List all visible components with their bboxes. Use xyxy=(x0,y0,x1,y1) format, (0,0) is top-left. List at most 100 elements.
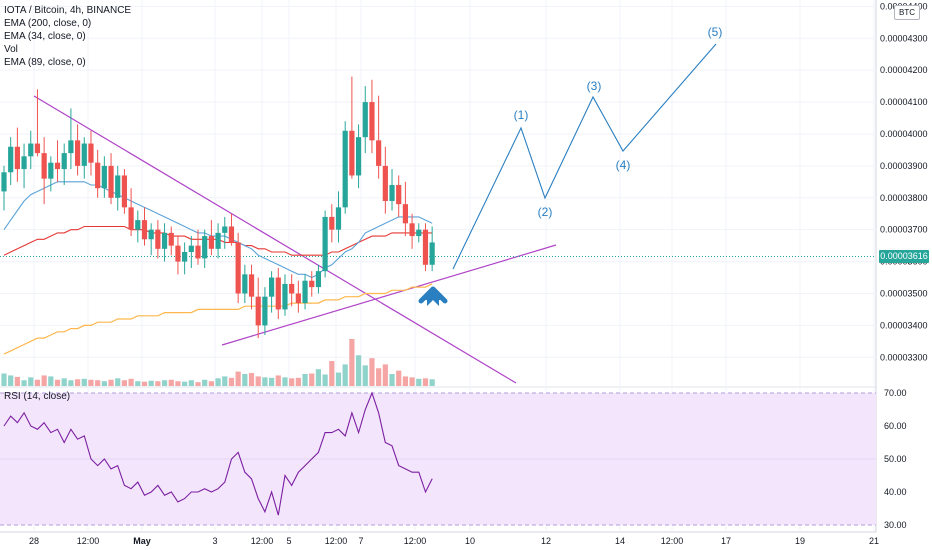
rsi-polyline xyxy=(3,391,433,516)
ema200-line xyxy=(3,283,433,355)
time-tick-label: 10 xyxy=(465,536,475,546)
time-tick-label: 7 xyxy=(358,536,363,546)
volume-bar xyxy=(128,378,134,386)
volume-bar xyxy=(335,372,342,386)
volume-bar xyxy=(329,361,335,386)
rsi-tick-label: 60.00 xyxy=(884,421,907,431)
volume-bar xyxy=(302,374,308,386)
candle-body xyxy=(95,162,101,189)
wave-label: (1) xyxy=(514,108,529,122)
wave-label: (3) xyxy=(587,79,602,93)
candle-body xyxy=(255,296,261,326)
volume-bar xyxy=(242,374,248,386)
candle-body xyxy=(188,245,194,253)
price-tick-label: 0.00003400 xyxy=(880,320,928,330)
candle-body xyxy=(54,162,61,170)
volume-bar xyxy=(215,378,221,386)
legend-vol[interactable]: Vol xyxy=(4,44,18,55)
candle-body xyxy=(48,162,54,179)
currency-label[interactable]: BTC xyxy=(894,5,920,20)
candle-body xyxy=(14,146,20,170)
up-arrow-stroke xyxy=(418,286,448,304)
time-tick-label: 3 xyxy=(212,536,217,546)
legend-rsi[interactable]: RSI (14, close) xyxy=(4,391,71,402)
elliott-wave-projection[interactable]: (1) (2) (3) (4) (5) xyxy=(418,25,722,306)
time-tick-label: May xyxy=(133,536,151,546)
volume-bar xyxy=(1,373,7,386)
volume-bar xyxy=(429,379,435,386)
volume-bar xyxy=(148,380,154,386)
candle-body xyxy=(275,277,281,310)
candles xyxy=(1,76,435,339)
volume-bar xyxy=(228,377,235,386)
volume-bar xyxy=(61,378,67,386)
time-axis[interactable]: 28 12:00 May 3 12:00 5 12:00 7 12:00 10 12 14 12:00 1… xyxy=(29,536,879,546)
volume-bar xyxy=(175,381,181,386)
volume-bar xyxy=(8,375,14,386)
volume-bar xyxy=(396,370,402,386)
candle-body xyxy=(155,229,161,249)
candle-body xyxy=(329,216,335,230)
candle-body xyxy=(282,283,288,310)
volume-bar xyxy=(322,374,328,386)
ascending-trendline xyxy=(221,244,557,346)
volume-bar xyxy=(135,381,141,386)
up-arrow-icon xyxy=(420,287,446,306)
candle-body xyxy=(376,140,382,166)
legend-ema200[interactable]: EMA (200, close, 0) xyxy=(4,18,92,29)
price-tick-label: 0.00004200 xyxy=(880,65,928,75)
volume-bar xyxy=(41,375,47,386)
wave-label: (2) xyxy=(538,205,553,219)
candle-body xyxy=(248,274,255,297)
candle-body xyxy=(389,185,395,201)
candle-body xyxy=(168,232,174,246)
candle-body xyxy=(128,207,134,230)
candle-body xyxy=(416,229,422,237)
candle-body xyxy=(369,102,375,141)
legend-ema89[interactable]: EMA (89, close, 0) xyxy=(4,57,86,68)
candle-body xyxy=(135,220,141,230)
last-price-tag: 0.00003616 xyxy=(879,250,929,263)
volume-bar xyxy=(101,381,107,386)
volume-bar xyxy=(289,378,295,386)
legend-ema34[interactable]: EMA (34, close, 0) xyxy=(4,31,86,42)
candle-body xyxy=(289,283,295,294)
price-tick-label: 0.00003500 xyxy=(880,288,928,298)
candle-body xyxy=(202,236,208,259)
volume-bar xyxy=(369,358,375,386)
candle-body xyxy=(61,153,67,170)
candle-body xyxy=(121,175,128,208)
candle-body xyxy=(8,146,14,173)
candle-body xyxy=(215,232,221,249)
candle-body xyxy=(28,143,34,157)
candle-body xyxy=(396,185,402,205)
volume-bar xyxy=(68,380,74,386)
volume-bar xyxy=(202,379,208,386)
time-tick-label: 14 xyxy=(615,536,625,546)
rsi-line xyxy=(3,391,433,516)
legend-symbol[interactable]: IOTA / Bitcoin, 4h, BINANCE xyxy=(4,5,132,16)
volume-bar xyxy=(161,380,168,386)
candle-body xyxy=(34,143,41,154)
volume-bar xyxy=(355,355,362,386)
candle-body xyxy=(195,245,201,259)
candle-body xyxy=(315,271,322,288)
price-tick-label: 0.00004300 xyxy=(880,33,928,43)
volume-bar xyxy=(195,382,201,386)
volume-bar xyxy=(349,338,355,386)
rsi-tick-label: 40.00 xyxy=(884,487,907,497)
time-tick-label: 17 xyxy=(721,536,731,546)
volume-bar xyxy=(28,377,34,386)
candle-body xyxy=(81,143,87,166)
projection-path xyxy=(452,43,717,270)
volume-bar xyxy=(275,375,281,386)
volume-bar xyxy=(155,381,161,386)
candle-body xyxy=(309,280,315,288)
trendlines[interactable] xyxy=(33,95,557,384)
volume-bar xyxy=(81,378,87,386)
rsi-axis[interactable]: 70.00 60.00 50.00 40.00 30.00 xyxy=(884,388,907,530)
candle-body xyxy=(115,175,121,198)
volume-bar xyxy=(262,377,268,386)
candle-body xyxy=(101,165,107,189)
